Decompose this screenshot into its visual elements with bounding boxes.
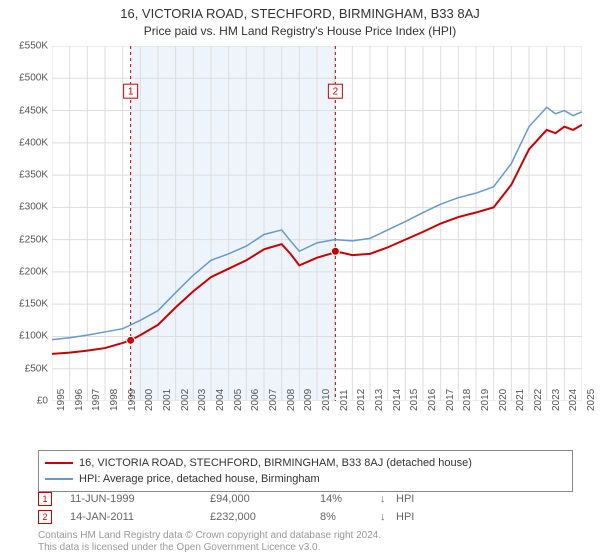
y-axis-label: £50K — [25, 363, 48, 374]
x-axis-label: 1999 — [127, 389, 138, 411]
arrow-down-icon: ↓ — [380, 511, 396, 523]
x-axis-label: 2017 — [445, 389, 456, 411]
x-axis-label: 2008 — [286, 389, 297, 411]
sale-data-table: 1 11-JUN-1999£94,00014%↓HPI 2 14-JAN-2011£2… — [38, 490, 573, 526]
svg-text:1: 1 — [128, 87, 134, 98]
y-axis-label: £0 — [37, 396, 48, 407]
x-axis-label: 2025 — [586, 389, 597, 411]
x-axis-label: 2007 — [268, 389, 279, 411]
y-axis-label: £450K — [19, 105, 48, 116]
x-axis-label: 1998 — [109, 389, 120, 411]
x-axis-label: 2019 — [480, 389, 491, 411]
y-axis-label: £200K — [19, 266, 48, 277]
chart-svg: 12 — [52, 46, 582, 401]
y-axis-label: £400K — [19, 137, 48, 148]
legend-item: HPI: Average price, detached house, Birm… — [45, 471, 566, 487]
sale-price: £232,000 — [210, 511, 320, 523]
x-axis-label: 2000 — [144, 389, 155, 411]
x-axis-label: 2010 — [321, 389, 332, 411]
x-axis-label: 2015 — [409, 389, 420, 411]
sale-price: £94,000 — [210, 493, 320, 505]
x-axis-label: 1996 — [74, 389, 85, 411]
y-axis-label: £550K — [19, 41, 48, 52]
sale-marker-icon: 1 — [38, 492, 52, 506]
x-axis-label: 2021 — [515, 389, 526, 411]
sale-pct: 14% — [320, 493, 380, 505]
y-axis-label: £250K — [19, 234, 48, 245]
x-axis-label: 2005 — [233, 389, 244, 411]
x-axis-label: 2012 — [356, 389, 367, 411]
x-axis-label: 2001 — [162, 389, 173, 411]
x-axis-label: 2018 — [462, 389, 473, 411]
sale-date: 14-JAN-2011 — [70, 511, 210, 523]
x-axis-label: 2013 — [374, 389, 385, 411]
x-axis-label: 2003 — [197, 389, 208, 411]
y-axis-label: £350K — [19, 170, 48, 181]
chart-title: 16, VICTORIA ROAD, STECHFORD, BIRMINGHAM… — [0, 0, 600, 21]
x-axis-label: 2004 — [215, 389, 226, 411]
x-axis-label: 2023 — [551, 389, 562, 411]
x-axis-label: 2011 — [339, 389, 350, 411]
sale-date: 11-JUN-1999 — [70, 493, 210, 505]
x-axis-label: 2002 — [180, 389, 191, 411]
sale-row: 2 14-JAN-2011£232,0008%↓HPI — [38, 508, 573, 526]
sale-hpi-label: HPI — [396, 511, 436, 523]
legend-item: 16, VICTORIA ROAD, STECHFORD, BIRMINGHAM… — [45, 455, 566, 471]
sale-row: 1 11-JUN-1999£94,00014%↓HPI — [38, 490, 573, 508]
footer-attribution: Contains HM Land Registry data © Crown c… — [38, 530, 573, 554]
chart-area: 12 £0£50K£100K£150K£200K£250K£300K£350K£… — [52, 46, 582, 416]
chart-subtitle: Price paid vs. HM Land Registry's House … — [0, 21, 600, 38]
x-axis-label: 2024 — [568, 389, 579, 411]
footer-line-1: Contains HM Land Registry data © Crown c… — [38, 530, 573, 542]
sale-hpi-label: HPI — [396, 493, 436, 505]
svg-text:2: 2 — [333, 87, 339, 98]
y-axis-label: £300K — [19, 202, 48, 213]
legend: 16, VICTORIA ROAD, STECHFORD, BIRMINGHAM… — [38, 450, 573, 492]
x-axis-label: 2006 — [250, 389, 261, 411]
y-axis-label: £500K — [19, 73, 48, 84]
y-axis-label: £100K — [19, 331, 48, 342]
footer-line-2: This data is licensed under the Open Gov… — [38, 542, 573, 554]
legend-label: 16, VICTORIA ROAD, STECHFORD, BIRMINGHAM… — [79, 457, 472, 469]
legend-swatch — [45, 478, 73, 480]
x-axis-label: 1995 — [56, 389, 67, 411]
y-axis-label: £150K — [19, 299, 48, 310]
x-axis-label: 2014 — [392, 389, 403, 411]
arrow-down-icon: ↓ — [380, 493, 396, 505]
x-axis-label: 2009 — [303, 389, 314, 411]
x-axis-label: 1997 — [91, 389, 102, 411]
x-axis-label: 2016 — [427, 389, 438, 411]
sale-pct: 8% — [320, 511, 380, 523]
x-axis-label: 2020 — [498, 389, 509, 411]
legend-label: HPI: Average price, detached house, Birm… — [79, 473, 320, 485]
x-axis-label: 2022 — [533, 389, 544, 411]
legend-swatch — [45, 462, 73, 464]
sale-marker-icon: 2 — [38, 510, 52, 524]
